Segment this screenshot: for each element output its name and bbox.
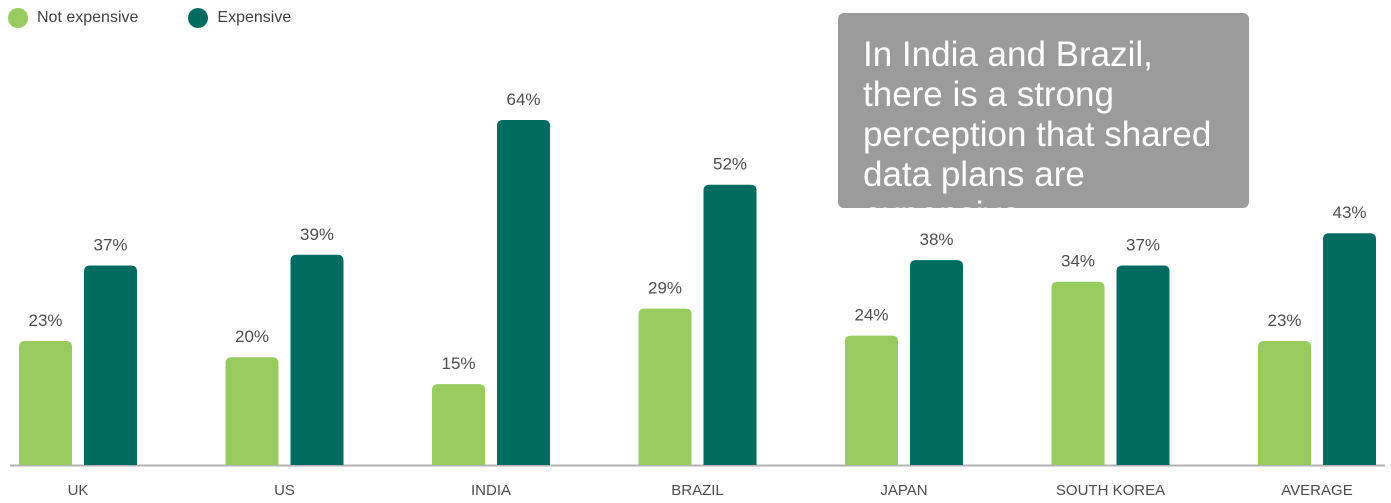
legend-swatch-expensive-icon bbox=[188, 8, 209, 28]
legend-swatch-not-expensive-icon bbox=[8, 8, 28, 28]
data-label-not-expensive-brazil: 29% bbox=[648, 279, 682, 298]
x-tick-label-brazil: BRAZIL bbox=[671, 482, 724, 499]
legend: Not expensive Expensive bbox=[8, 8, 341, 28]
x-tick-label-average: AVERAGE bbox=[1281, 482, 1352, 499]
data-label-expensive-south-korea: 37% bbox=[1126, 236, 1160, 255]
bar-expensive-japan[interactable] bbox=[910, 260, 963, 465]
bar-not-expensive-brazil[interactable] bbox=[638, 308, 692, 465]
data-label-expensive-brazil: 52% bbox=[713, 155, 747, 174]
data-label-expensive-japan: 38% bbox=[919, 230, 953, 249]
data-label-expensive-us: 39% bbox=[300, 225, 334, 244]
bar-not-expensive-india[interactable] bbox=[432, 384, 485, 465]
bar-not-expensive-uk[interactable] bbox=[19, 341, 72, 465]
data-label-not-expensive-india: 15% bbox=[441, 354, 475, 373]
legend-item-expensive[interactable]: Expensive bbox=[188, 8, 291, 28]
bar-expensive-average[interactable] bbox=[1323, 233, 1376, 465]
bar-expensive-us[interactable] bbox=[290, 254, 344, 465]
bar-expensive-india[interactable] bbox=[497, 120, 550, 465]
data-label-not-expensive-uk: 23% bbox=[28, 311, 62, 330]
legend-label-not-expensive: Not expensive bbox=[37, 9, 139, 26]
bar-not-expensive-japan[interactable] bbox=[845, 335, 898, 465]
x-tick-label-japan: JAPAN bbox=[880, 482, 927, 499]
data-label-not-expensive-average: 23% bbox=[1267, 311, 1301, 330]
bar-not-expensive-south-korea[interactable] bbox=[1051, 281, 1105, 465]
x-tick-label-us: US bbox=[274, 482, 295, 499]
legend-item-not-expensive[interactable]: Not expensive bbox=[8, 8, 138, 28]
data-label-expensive-uk: 37% bbox=[93, 236, 127, 255]
data-label-not-expensive-japan: 24% bbox=[854, 306, 888, 325]
x-tick-label-india: INDIA bbox=[471, 482, 511, 499]
data-label-expensive-india: 64% bbox=[506, 90, 540, 109]
x-tick-label-uk: UK bbox=[68, 482, 89, 499]
callout-box: In India and Brazil, there is a strong p… bbox=[838, 13, 1249, 234]
bar-expensive-uk[interactable] bbox=[84, 265, 137, 465]
callout-text: In India and Brazil, there is a strong p… bbox=[863, 35, 1212, 234]
bar-expensive-south-korea[interactable] bbox=[1116, 265, 1170, 465]
x-tick-label-south-korea: SOUTH KOREA bbox=[1056, 482, 1165, 499]
bar-not-expensive-us[interactable] bbox=[225, 357, 279, 465]
bar-expensive-brazil[interactable] bbox=[703, 184, 757, 465]
bar-not-expensive-average[interactable] bbox=[1258, 341, 1311, 465]
data-label-expensive-average: 43% bbox=[1332, 203, 1366, 222]
legend-label-expensive: Expensive bbox=[217, 9, 292, 26]
data-label-not-expensive-us: 20% bbox=[235, 327, 269, 346]
data-label-not-expensive-south-korea: 34% bbox=[1061, 252, 1095, 271]
